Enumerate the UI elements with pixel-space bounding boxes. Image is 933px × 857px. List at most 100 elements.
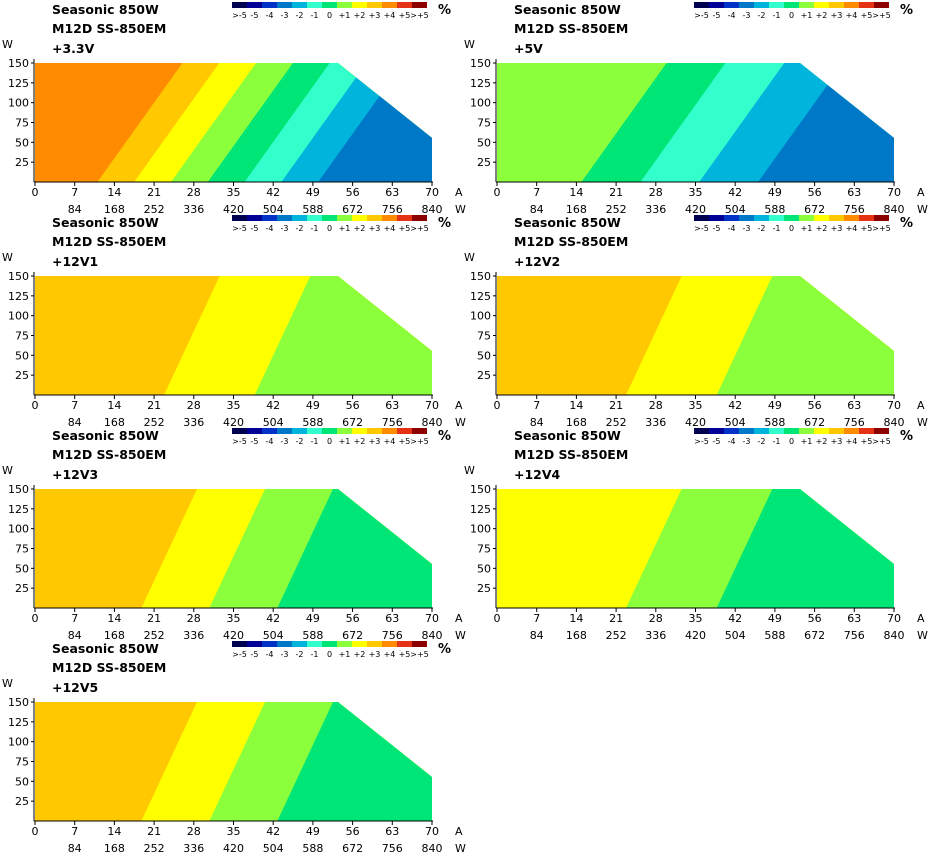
legend-swatch <box>739 215 754 221</box>
legend-swatch <box>754 215 769 221</box>
heatmap-corner <box>35 357 53 395</box>
x2-tick-label: 756 <box>844 416 865 429</box>
x-tick-label: 35 <box>689 186 703 199</box>
heatmap-corner <box>35 570 53 608</box>
legend-swatch <box>814 2 829 8</box>
x2-tick-label: 504 <box>725 629 746 642</box>
legend-label: >-5 <box>232 224 247 233</box>
x2-tick-label: 840 <box>422 842 443 855</box>
y-tick-label: 50 <box>15 775 29 788</box>
x2-tick-label: 252 <box>144 842 165 855</box>
y-tick-label: 125 <box>470 290 491 303</box>
legend-swatch <box>352 641 367 647</box>
x2-tick-label: 420 <box>223 842 244 855</box>
legend-label: >-5 <box>694 11 709 20</box>
y-tick-label: 75 <box>477 330 491 343</box>
legend-swatch <box>874 2 889 8</box>
legend-label: +2 <box>354 437 366 446</box>
legend-swatch <box>397 641 412 647</box>
x2-tick-label: 252 <box>606 629 627 642</box>
legend-unit: % <box>438 429 451 444</box>
legend-swatch <box>352 215 367 221</box>
legend-label: +3 <box>369 224 381 233</box>
y-tick-label: 100 <box>8 736 29 749</box>
legend-swatch <box>262 215 277 221</box>
legend-label: -2 <box>296 224 304 233</box>
x-tick-label: 21 <box>609 186 623 199</box>
legend-label: >+5 <box>872 224 891 233</box>
y-tick-label: 25 <box>477 369 491 382</box>
legend-unit: % <box>900 216 913 231</box>
x-tick-label: 56 <box>346 399 360 412</box>
legend-swatch <box>307 641 322 647</box>
legend-swatch <box>262 2 277 8</box>
x2-tick-label: 420 <box>223 416 244 429</box>
x-tick-label: 28 <box>649 399 663 412</box>
y-tick-label: 25 <box>15 795 29 808</box>
legend-label: -1 <box>311 650 319 659</box>
legend-swatch <box>814 428 829 434</box>
legend-label: -4 <box>266 650 274 659</box>
x2-tick-label: 168 <box>104 203 125 216</box>
legend-swatch <box>859 215 874 221</box>
legend-swatch <box>709 428 724 434</box>
y-tick-label: 125 <box>8 290 29 303</box>
legend-swatch <box>337 215 352 221</box>
legend-swatch <box>367 641 382 647</box>
x2-tick-label: 336 <box>645 203 666 216</box>
x-tick-label: 42 <box>266 186 280 199</box>
y-tick-label: 150 <box>470 270 491 283</box>
x-tick-label: 42 <box>266 825 280 838</box>
x2-tick-label: 168 <box>566 629 587 642</box>
x-tick-label: 21 <box>147 825 161 838</box>
legend-label: -3 <box>281 650 289 659</box>
x-tick-label: 35 <box>227 612 241 625</box>
legend-label: +4 <box>846 224 858 233</box>
y-tick-label: 50 <box>15 136 29 149</box>
y-tick-label: 125 <box>8 77 29 90</box>
y-tick-label: 100 <box>8 523 29 536</box>
legend-label: >+5 <box>872 11 891 20</box>
x-tick-label: 63 <box>847 612 861 625</box>
legend-swatch <box>844 428 859 434</box>
x-tick-label: 7 <box>71 825 78 838</box>
legend-swatch <box>844 215 859 221</box>
legend-swatch <box>382 2 397 8</box>
legend-label: +4 <box>384 224 396 233</box>
heatmap-corner <box>35 144 53 182</box>
y-tick-label: 100 <box>8 97 29 110</box>
x-tick-label: 7 <box>533 612 540 625</box>
x2-axis-unit: W <box>917 203 928 216</box>
legend-label: +3 <box>831 224 843 233</box>
x-tick-label: 35 <box>227 399 241 412</box>
heatmap-corner <box>35 783 53 821</box>
y-axis-unit: W <box>464 251 475 264</box>
legend-label: +3 <box>369 650 381 659</box>
legend-swatch <box>247 215 262 221</box>
x2-tick-label: 420 <box>685 416 706 429</box>
x-axis-unit: A <box>917 612 925 625</box>
y-axis-unit: W <box>2 38 13 51</box>
x-tick-label: 70 <box>887 186 901 199</box>
legend-swatch <box>397 215 412 221</box>
legend-swatch <box>322 641 337 647</box>
legend-label: +4 <box>384 650 396 659</box>
chart-title: Seasonic 850W <box>52 428 159 443</box>
legend-label: >+5 <box>410 224 429 233</box>
y-tick-label: 25 <box>15 582 29 595</box>
legend-label: -5 <box>251 11 259 20</box>
legend-unit: % <box>900 3 913 18</box>
legend-swatch <box>412 215 427 221</box>
legend-label: -4 <box>728 224 736 233</box>
x2-tick-label: 756 <box>844 629 865 642</box>
legend-label: >-5 <box>232 650 247 659</box>
y-tick-label: 75 <box>15 756 29 769</box>
x-axis-unit: A <box>455 612 463 625</box>
heatmap-svg: Seasonic 850W M12D SS-850EM +12V2 >-5 -5 -4 -3… <box>464 215 928 429</box>
y-tick-label: 25 <box>477 582 491 595</box>
legend-label: >-5 <box>232 437 247 446</box>
x2-tick-label: 168 <box>566 416 587 429</box>
x2-tick-label: 672 <box>342 842 363 855</box>
x-tick-label: 56 <box>346 186 360 199</box>
chart-panel-12v2: Seasonic 850W M12D SS-850EM +12V2 >-5 -5 -4 -3… <box>462 213 928 429</box>
